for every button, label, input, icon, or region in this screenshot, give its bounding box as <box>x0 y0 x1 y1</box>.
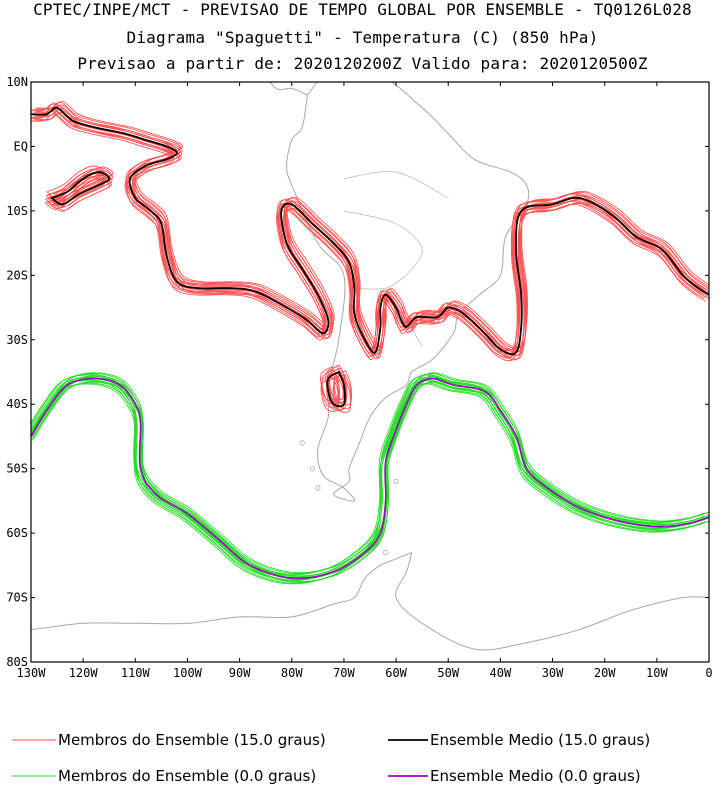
ensemble-member-line <box>31 107 706 355</box>
ensemble-mean-15-line <box>31 106 709 356</box>
chart-title-line-1: CPTEC/INPE/MCT - PREVISAO DE TEMPO GLOBA… <box>33 0 692 19</box>
legend-label: Ensemble Medio (15.0 graus) <box>430 731 650 749</box>
x-tick-label: 70W <box>333 666 355 680</box>
x-tick-label: 60W <box>385 666 407 680</box>
ensemble-member-line <box>31 103 706 352</box>
y-tick-label: 70S <box>6 591 28 605</box>
island <box>383 549 389 556</box>
y-tick-label: 60S <box>6 526 28 540</box>
x-tick-label: 40W <box>490 666 512 680</box>
country-border <box>354 274 407 290</box>
x-tick-label: 90W <box>229 666 251 680</box>
ensemble-mean-layer <box>31 106 709 580</box>
legend-label: Membros do Ensemble (15.0 graus) <box>58 731 326 749</box>
x-tick-label: 110W <box>121 666 151 680</box>
ensemble-member-line <box>33 109 709 357</box>
ensemble-member-line <box>53 177 112 211</box>
x-tick-label: 0 <box>705 666 712 680</box>
island <box>299 440 305 446</box>
ensemble-member-line <box>33 377 709 579</box>
y-tick-label: 20S <box>6 268 28 282</box>
ensemble-member-line <box>36 100 709 349</box>
ensemble-member-line <box>53 173 113 208</box>
y-tick-label: 10N <box>6 75 28 89</box>
ensemble-member-line <box>31 379 706 581</box>
ensemble-member-line <box>320 366 339 402</box>
coastline-layer <box>31 82 709 651</box>
x-tick-label: 80W <box>281 666 303 680</box>
members-15-layer <box>31 100 709 413</box>
x-tick-label: 20W <box>594 666 616 680</box>
ensemble-member-line <box>33 112 709 361</box>
island <box>393 478 399 485</box>
coastline-segment <box>269 82 308 96</box>
ensemble-member-line <box>54 166 114 200</box>
ensemble-mean-15-line <box>49 171 111 206</box>
ensemble-member-line <box>34 105 709 353</box>
x-tick-label: 120W <box>69 666 99 680</box>
map-frame <box>30 81 710 663</box>
x-tick-label: 130W <box>17 666 47 680</box>
x-tick-label: 30W <box>542 666 564 680</box>
ensemble-member-line <box>31 110 707 358</box>
y-tick-label: 10S <box>6 204 28 218</box>
x-tick-label: 50W <box>437 666 459 680</box>
ensemble-member-line <box>35 108 709 356</box>
chart-title-line-3: Previsao a partir de: 2020120200Z Valido… <box>77 54 648 73</box>
ensemble-member-line <box>31 111 705 359</box>
island <box>310 466 316 472</box>
legend-label: Membros do Ensemble (0.0 graus) <box>58 767 316 785</box>
ensemble-member-line <box>31 113 707 362</box>
y-tick-label: EQ <box>14 139 28 153</box>
coastline-segment <box>31 551 412 631</box>
ensemble-member-line <box>35 111 709 360</box>
ensemble-member-line <box>31 102 708 351</box>
ensemble-mean-15-line <box>326 370 346 408</box>
island <box>315 485 321 491</box>
country-border <box>343 210 423 276</box>
chart-title-line-2: Diagrama "Spaguetti" - Temperatura (C) (… <box>126 28 599 47</box>
ensemble-member-line <box>32 372 709 574</box>
y-tick-label: 40S <box>6 397 28 411</box>
ensemble-member-line <box>31 106 708 354</box>
y-tick-label: 30S <box>6 333 28 347</box>
y-tick-label: 50S <box>6 462 28 476</box>
ensemble-member-line <box>321 369 341 405</box>
x-tick-label: 100W <box>173 666 203 680</box>
x-tick-label: 10W <box>646 666 668 680</box>
country-border <box>343 171 449 199</box>
legend: Membros do Ensemble (15.0 graus) Ensemble… <box>12 731 650 785</box>
members-0-layer <box>31 372 709 585</box>
legend-label: Ensemble Medio (0.0 graus) <box>430 767 641 785</box>
coastline-segment <box>286 82 530 502</box>
ensemble-mean-0-line <box>31 377 709 580</box>
ensemble-member-line <box>328 367 348 403</box>
y-tick-label: 80S <box>6 655 28 669</box>
coastline-segment <box>395 552 709 651</box>
ensemble-member-line <box>34 101 709 350</box>
axis-layer: 130W 120W 110W 100W 90W 80W 70W 60W 50W 40W 30W 20W… <box>6 75 712 680</box>
